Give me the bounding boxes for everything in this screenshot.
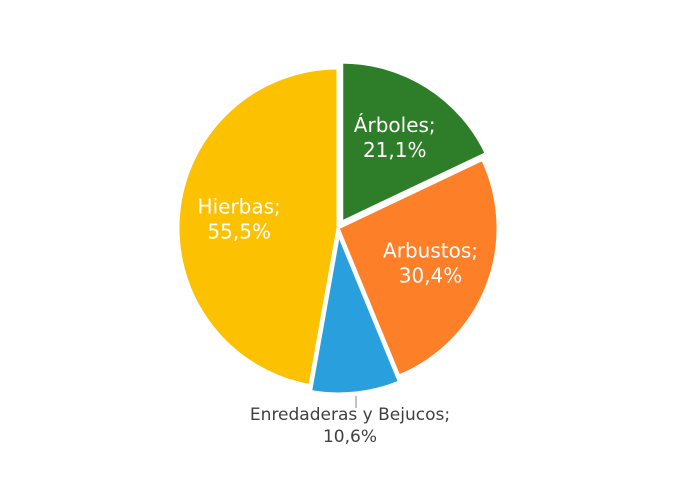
- category-label: Árboles: [354, 113, 429, 137]
- data-label: Hierbas; 55,5%: [198, 194, 281, 243]
- value-label: 55,5%: [207, 219, 271, 243]
- data-label: Árboles; 21,1%: [354, 113, 436, 162]
- category-label: Hierbas: [198, 194, 275, 218]
- label-separator: ;: [471, 238, 478, 262]
- label-separator: ;: [429, 113, 436, 137]
- category-label: Arbustos: [383, 238, 471, 262]
- value-label: 30,4%: [399, 263, 463, 287]
- data-label: Arbustos; 30,4%: [383, 238, 478, 287]
- label-separator: ;: [444, 405, 450, 425]
- pie-slice: [176, 66, 340, 388]
- label-separator: ;: [274, 194, 281, 218]
- value-label: 21,1%: [363, 138, 427, 162]
- pie-slice: [308, 228, 402, 396]
- category-label: Enredaderas y Bejucos: [250, 405, 445, 425]
- value-label: 10,6%: [323, 427, 377, 447]
- pie-slice: [336, 157, 500, 378]
- data-label: Enredaderas y Bejucos; 10,6%: [250, 405, 450, 447]
- pie-slice: [340, 60, 489, 225]
